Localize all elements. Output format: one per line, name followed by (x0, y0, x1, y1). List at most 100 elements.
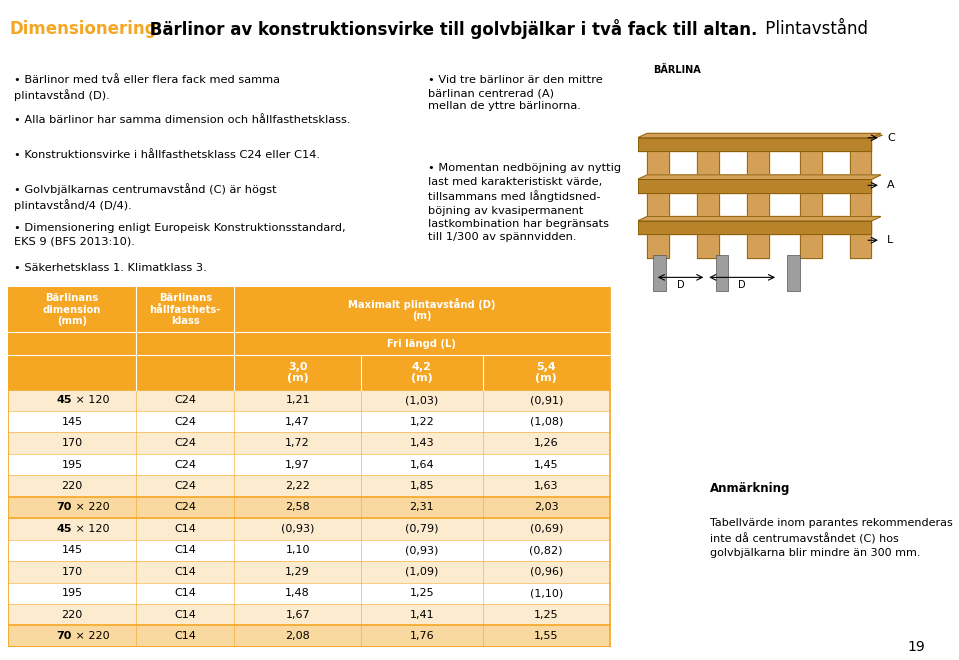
Text: (0,82): (0,82) (529, 545, 563, 555)
Polygon shape (647, 139, 669, 258)
Bar (234, 432, 362, 454)
Text: 1,85: 1,85 (409, 481, 434, 491)
Bar (136, 561, 234, 583)
Bar (362, 475, 482, 497)
Polygon shape (800, 135, 832, 139)
Text: C24: C24 (175, 395, 197, 405)
Text: C24: C24 (175, 481, 197, 491)
Text: Bärlinans
dimension
(mm): Bärlinans dimension (mm) (43, 293, 102, 326)
Bar (136, 332, 234, 356)
Text: 1,76: 1,76 (409, 631, 434, 641)
Polygon shape (747, 139, 769, 258)
Text: 1,48: 1,48 (285, 588, 310, 598)
Polygon shape (638, 138, 872, 151)
Text: 1,25: 1,25 (534, 610, 558, 620)
Bar (8, 411, 136, 432)
Text: × 120: × 120 (72, 524, 109, 534)
Bar (362, 583, 482, 604)
Text: • Momentan nedböjning av nyttig
last med karakteristiskt värde,
tillsammans med : • Momentan nedböjning av nyttig last med… (428, 163, 620, 242)
Bar (136, 604, 234, 626)
Bar (482, 454, 610, 475)
Bar (234, 626, 362, 647)
Bar (234, 604, 362, 626)
Text: 1,29: 1,29 (285, 567, 310, 577)
Text: D: D (738, 280, 746, 290)
Text: × 120: × 120 (72, 395, 109, 405)
Text: 1,22: 1,22 (409, 416, 434, 427)
Text: C14: C14 (175, 545, 197, 555)
Bar (8, 432, 136, 454)
Bar (653, 255, 666, 290)
Bar (482, 583, 610, 604)
Bar (362, 454, 482, 475)
Text: × 220: × 220 (72, 631, 109, 641)
Bar (8, 518, 136, 540)
Text: C24: C24 (175, 438, 197, 448)
Text: Plintavstånd: Plintavstånd (760, 20, 868, 38)
Polygon shape (647, 135, 680, 139)
Text: 2,22: 2,22 (285, 481, 310, 491)
Bar (482, 497, 610, 518)
Text: × 220: × 220 (72, 502, 109, 513)
Text: 2,31: 2,31 (409, 502, 434, 513)
Bar (8, 287, 136, 332)
Polygon shape (638, 133, 880, 138)
Bar (362, 389, 482, 411)
Text: 195: 195 (61, 588, 82, 598)
Text: C14: C14 (175, 567, 197, 577)
Bar (8, 389, 136, 411)
Polygon shape (638, 175, 880, 180)
Bar (362, 626, 482, 647)
Text: 1,45: 1,45 (534, 459, 558, 470)
Bar (8, 287, 610, 647)
Polygon shape (638, 216, 880, 221)
Text: C14: C14 (175, 631, 197, 641)
Text: • Alla bärlinor har samma dimension och hållfasthetsklass.: • Alla bärlinor har samma dimension och … (14, 115, 351, 125)
Bar (362, 356, 482, 389)
Text: • Säkerhetsklass 1. Klimatklass 3.: • Säkerhetsklass 1. Klimatklass 3. (14, 263, 207, 273)
Bar (234, 332, 610, 356)
Bar (362, 561, 482, 583)
Bar (8, 475, 136, 497)
Polygon shape (638, 221, 872, 234)
Text: 145: 145 (61, 416, 82, 427)
Text: Anmärkning: Anmärkning (710, 482, 790, 495)
Text: 2,03: 2,03 (534, 502, 558, 513)
Text: 1,26: 1,26 (534, 438, 558, 448)
Bar (234, 475, 362, 497)
Text: 220: 220 (61, 481, 82, 491)
Text: Maximalt plintavstånd (D)
(m): Maximalt plintavstånd (D) (m) (348, 298, 496, 321)
Bar (234, 389, 362, 411)
Text: (1,09): (1,09) (406, 567, 438, 577)
Text: 45: 45 (57, 524, 72, 534)
Bar (234, 411, 362, 432)
Text: D: D (677, 280, 685, 290)
Bar (8, 454, 136, 475)
Bar (362, 432, 482, 454)
Text: L: L (887, 235, 894, 246)
Bar (482, 540, 610, 561)
Bar (715, 255, 728, 290)
Bar (362, 518, 482, 540)
Bar (136, 583, 234, 604)
Bar (136, 389, 234, 411)
Text: • Golvbjälkarnas centrumavstånd (C) är högst
plintavstånd/4 (D/4).: • Golvbjälkarnas centrumavstånd (C) är h… (14, 183, 277, 211)
Bar (8, 561, 136, 583)
Text: • Bärlinor med två eller flera fack med samma
plintavstånd (D).: • Bärlinor med två eller flera fack med … (14, 75, 280, 101)
Bar (136, 518, 234, 540)
Text: C: C (887, 133, 895, 143)
Text: 1,47: 1,47 (285, 416, 310, 427)
Text: A: A (887, 180, 895, 190)
Bar (234, 583, 362, 604)
Text: BÄRLINA: BÄRLINA (653, 65, 701, 75)
Bar (234, 561, 362, 583)
Bar (482, 561, 610, 583)
Text: 1,72: 1,72 (285, 438, 310, 448)
Bar (482, 411, 610, 432)
Text: (1,10): (1,10) (529, 588, 563, 598)
Bar (136, 287, 234, 332)
Text: 1,97: 1,97 (285, 459, 310, 470)
Bar (136, 497, 234, 518)
Text: C24: C24 (175, 502, 197, 513)
Bar (8, 540, 136, 561)
